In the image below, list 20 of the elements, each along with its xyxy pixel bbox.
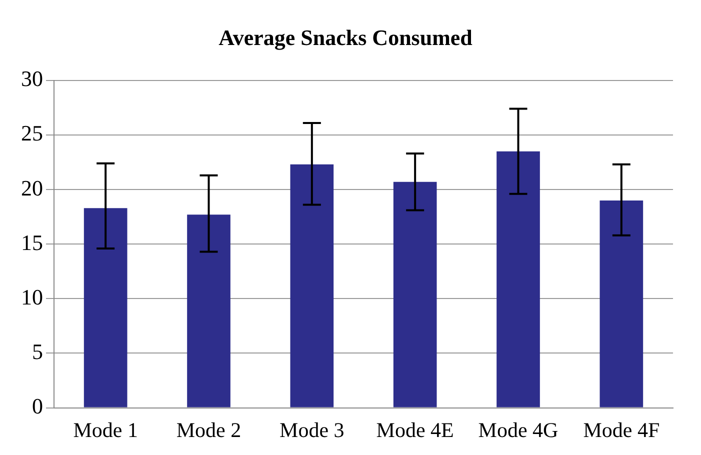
bar (600, 200, 644, 408)
bar (187, 214, 230, 408)
x-tick-label: Mode 4F (583, 418, 660, 442)
bar (84, 208, 128, 408)
x-tick-label: Mode 4E (376, 418, 454, 442)
y-tick-label: 15 (21, 230, 43, 255)
bar (290, 164, 334, 408)
y-tick-label: 0 (32, 394, 43, 419)
y-tick-label: 30 (21, 66, 43, 92)
x-tick-label: Mode 4G (478, 418, 558, 442)
y-tick-label: 5 (32, 339, 43, 364)
y-tick-label: 20 (21, 175, 43, 200)
bar (496, 151, 540, 408)
x-tick-label: Mode 3 (280, 418, 344, 442)
bar (393, 182, 437, 408)
y-tick-label: 10 (21, 284, 43, 310)
x-tick-label: Mode 1 (73, 418, 138, 442)
chart-title: Average Snacks Consumed (218, 24, 472, 50)
x-tick-label: Mode 2 (176, 418, 242, 442)
y-tick-label: 25 (21, 120, 43, 146)
